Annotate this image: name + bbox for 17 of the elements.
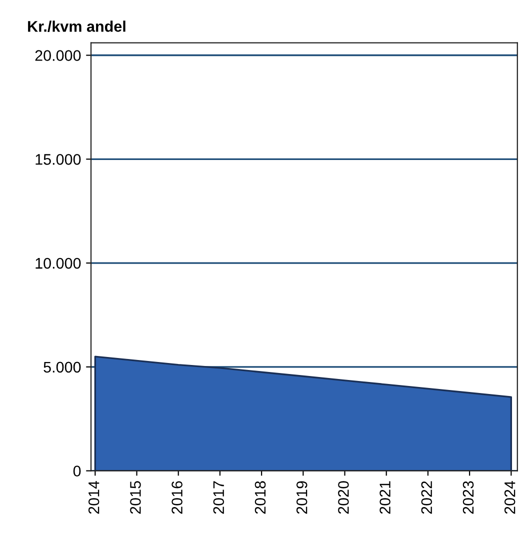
y-tick-label: 10.000 <box>36 258 81 269</box>
x-tick-label: 2018 <box>254 481 266 514</box>
x-tick-label: 2024 <box>504 480 516 514</box>
x-tick-label: 2022 <box>421 481 432 514</box>
x-tick-label: 2019 <box>296 481 308 514</box>
x-tick-label: 2014 <box>88 480 100 514</box>
x-tick-label: 2020 <box>338 481 349 514</box>
y-tick-label: 0 <box>73 466 81 476</box>
chart-title: Kr./kvm andel <box>28 20 126 32</box>
y-tick-label: 15.000 <box>36 154 81 165</box>
x-tick-label: 2016 <box>172 481 182 514</box>
x-tick-label: 2017 <box>213 481 224 514</box>
x-tick-label: 2015 <box>130 481 141 514</box>
y-tick-label: 20.000 <box>35 50 81 61</box>
x-tick-label: 2021 <box>380 481 390 514</box>
y-tick-label: 5.000 <box>44 362 81 373</box>
x-tick-label: 2023 <box>462 481 474 514</box>
